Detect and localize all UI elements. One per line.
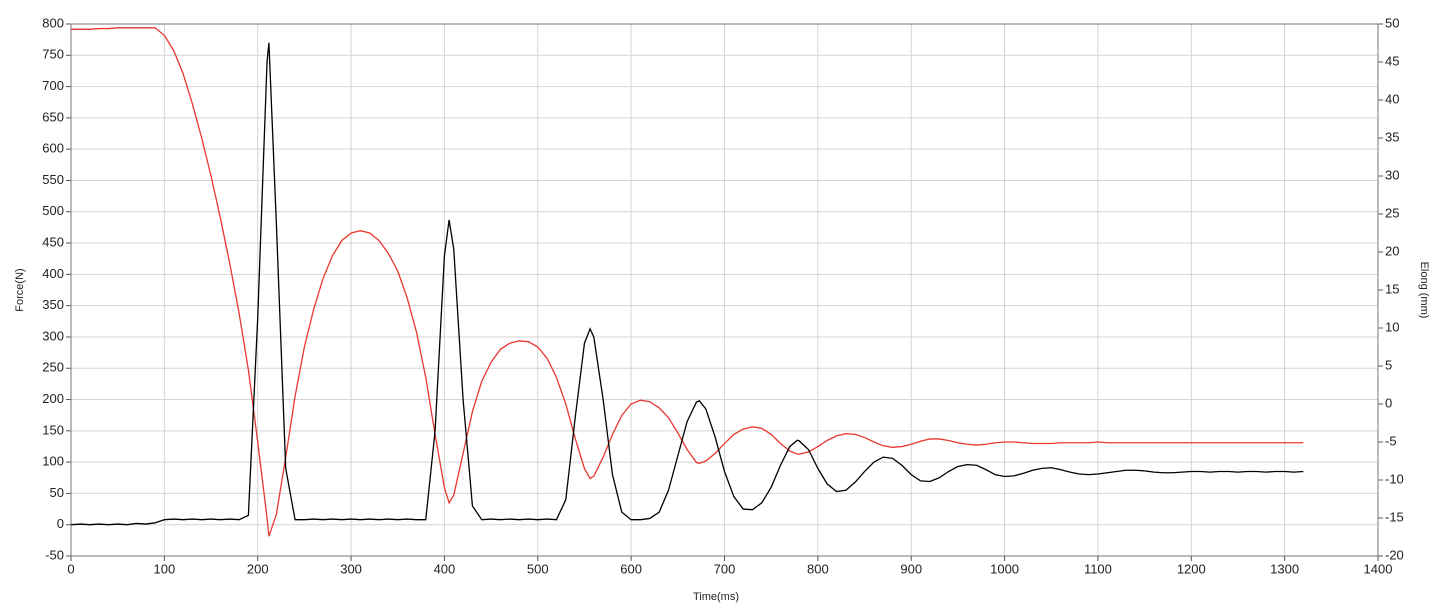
y2-tick-label: 30 [1385, 167, 1399, 182]
y-tick-label: 250 [42, 360, 64, 375]
x-tick-label: 400 [434, 561, 456, 576]
y-tick-label: 300 [42, 328, 64, 343]
x-tick-label: 300 [340, 561, 362, 576]
y2-tick-label: -15 [1385, 509, 1404, 524]
x-tick-label: 1200 [1177, 561, 1206, 576]
x-tick-label: 1300 [1270, 561, 1299, 576]
x-tick-label: 800 [807, 561, 829, 576]
line-series [70, 42, 1304, 526]
x-tick-label: 1000 [990, 561, 1019, 576]
y-tick-label: 50 [50, 485, 64, 500]
y2-tick-label: 45 [1385, 53, 1399, 68]
y-tick-label: 350 [42, 297, 64, 312]
y2-tick-label: 50 [1385, 15, 1399, 30]
x-axis-label: Time(ms) [693, 591, 739, 603]
x-tick-label: 0 [67, 561, 74, 576]
x-tick-label: 200 [247, 561, 269, 576]
y2-tick-label: -20 [1385, 547, 1404, 562]
y-tick-label: -50 [45, 547, 64, 562]
plot-frame [70, 23, 1379, 557]
x-tick-label: 100 [154, 561, 176, 576]
y2-tick-label: -5 [1385, 433, 1397, 448]
y2-tick-label: -10 [1385, 471, 1404, 486]
line-series [71, 27, 1304, 537]
y-tick-label: 800 [42, 15, 64, 30]
y-tick-label: 600 [42, 141, 64, 156]
y-tick-label: 650 [42, 109, 64, 124]
y2-axis-label: Elong (mm) [1418, 262, 1430, 319]
y-tick-label: 200 [42, 391, 64, 406]
y-tick-label: 750 [42, 47, 64, 62]
y-tick-label: 150 [42, 422, 64, 437]
y2-tick-label: 5 [1385, 357, 1392, 372]
x-tick-label: 600 [620, 561, 642, 576]
y-axis-label: Force(N) [14, 268, 26, 311]
y-tick-label: 450 [42, 234, 64, 249]
y-tick-label: 550 [42, 172, 64, 187]
y2-tick-label: 10 [1385, 319, 1399, 334]
y2-tick-label: 15 [1385, 281, 1399, 296]
y-tick-label: 0 [57, 516, 64, 531]
y2-tick-label: 20 [1385, 243, 1399, 258]
x-tick-label: 1100 [1084, 561, 1112, 576]
y2-tick-label: 0 [1385, 395, 1392, 410]
y-tick-label: 500 [42, 203, 64, 218]
x-tick-label: 700 [714, 561, 736, 576]
x-tick-label: 1400 [1364, 561, 1393, 576]
x-tick-label: 500 [527, 561, 549, 576]
y2-tick-label: 25 [1385, 205, 1399, 220]
x-tick-label: 900 [900, 561, 922, 576]
y-tick-label: 100 [42, 454, 64, 469]
y2-tick-label: 40 [1385, 91, 1399, 106]
y-tick-label: 400 [42, 266, 64, 281]
y2-tick-label: 35 [1385, 129, 1399, 144]
y-tick-label: 700 [42, 78, 64, 93]
